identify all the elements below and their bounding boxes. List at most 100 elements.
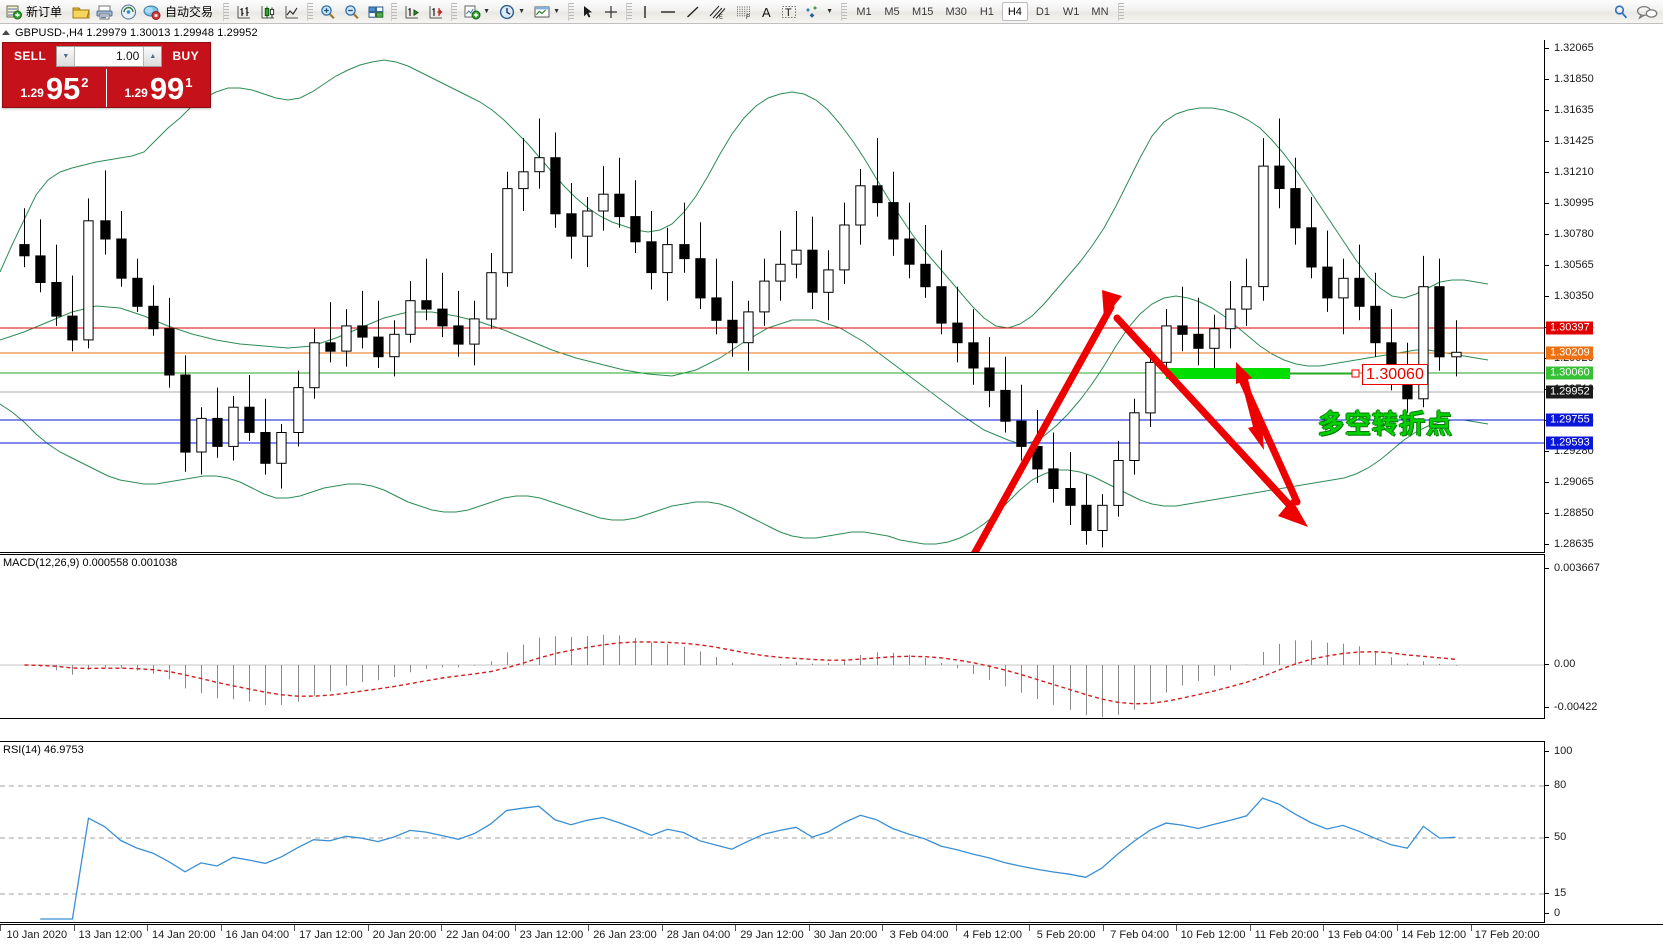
period-button[interactable]: ▼ — [495, 1, 530, 23]
volume-value[interactable]: 1.00 — [116, 49, 140, 63]
chat-button[interactable] — [1633, 1, 1661, 23]
time-separator — [882, 925, 884, 931]
hline-button[interactable] — [655, 1, 681, 23]
cursor-button[interactable] — [577, 1, 599, 23]
rsi-chart-svg — [0, 785, 1544, 920]
timeframe-d1[interactable]: D1 — [1035, 5, 1050, 18]
new-order-button[interactable]: 新订单 — [2, 1, 69, 23]
timeframe-m1[interactable]: M1 — [856, 5, 872, 18]
price-pane[interactable]: 1.30060 多空转折点 — [0, 40, 1544, 553]
zoom-out-button[interactable] — [340, 1, 364, 23]
time-separator — [1470, 925, 1472, 931]
time-separator — [1397, 925, 1398, 931]
one-click-trading-panel[interactable]: SELL ▼ 1.00 ▲ BUY 1.29 95 2 1.29 99 1 — [2, 42, 211, 108]
time-separator — [588, 925, 590, 931]
time-label: 29 Jan 12:00 — [740, 929, 804, 941]
volume-decrement-icon[interactable]: ▼ — [57, 46, 76, 66]
toolbar-separator — [391, 2, 398, 21]
resistance-tag[interactable]: 1.30397 — [1546, 321, 1593, 335]
shift-end-button[interactable] — [400, 1, 424, 23]
buy-price[interactable]: 1.29 99 1 — [106, 69, 210, 107]
symbol-ohlc-text: GBPUSD-,H4 1.29979 1.30013 1.29948 1.299… — [15, 26, 258, 39]
line-chart-button[interactable] — [280, 1, 304, 23]
auto-scroll-button[interactable] — [424, 1, 448, 23]
candlestick-chart-icon — [259, 4, 277, 20]
timeframe-h1[interactable]: H1 — [979, 5, 994, 18]
chevron-down-icon[interactable]: ▼ — [826, 8, 833, 15]
current-price-tag[interactable]: 1.29952 — [1546, 385, 1593, 399]
rsi-axis[interactable]: 100 80 50 15 0 — [1544, 741, 1663, 923]
sell-price[interactable]: 1.29 95 2 — [3, 69, 106, 107]
pivot-price-box[interactable]: 1.30060 — [1362, 364, 1428, 385]
indicators-button[interactable]: ▼ — [460, 1, 495, 23]
text-object-button[interactable]: T — [777, 1, 801, 23]
timeframe-m5[interactable]: M5 — [884, 5, 900, 18]
folder-button[interactable] — [69, 1, 93, 23]
time-label: 30 Jan 20:00 — [813, 929, 878, 941]
trendline-icon — [684, 4, 702, 20]
chevron-down-icon[interactable]: ▼ — [518, 8, 525, 15]
orange-level-tag[interactable]: 1.30209 — [1546, 346, 1593, 360]
fibonacci-button[interactable]: F — [731, 1, 757, 23]
macd-pane[interactable]: MACD(12,26,9) 0.000558 0.001038 — [0, 554, 1544, 719]
print-preview-button[interactable] — [93, 1, 117, 23]
buy-button[interactable]: BUY — [172, 49, 199, 63]
volume-increment-icon[interactable]: ▲ — [143, 46, 162, 66]
templates-button[interactable]: ▼ — [530, 1, 565, 23]
chinese-annotation-note[interactable]: 多空转折点 — [1318, 409, 1454, 439]
time-separator — [147, 925, 148, 931]
arrow-heads — [1102, 290, 1308, 527]
crosshair-icon — [602, 4, 620, 20]
time-label: 14 Feb 12:00 — [1401, 929, 1467, 941]
equidistant-channel-button[interactable]: E — [705, 1, 731, 23]
new-order-label: 新订单 — [26, 5, 63, 19]
shapes-button[interactable]: ▼ — [801, 1, 838, 23]
tile-windows-button[interactable] — [364, 1, 388, 23]
vline-button[interactable] — [635, 1, 655, 23]
volume-stepper[interactable]: ▼ 1.00 ▲ — [56, 45, 163, 67]
trendline-button[interactable] — [681, 1, 705, 23]
equidistant-channel-icon: E — [708, 4, 728, 20]
shapes-icon — [804, 4, 824, 20]
trade-panel-price-row: 1.29 95 2 1.29 99 1 — [3, 69, 210, 107]
time-label: 17 Jan 12:00 — [299, 929, 363, 941]
candlestick-chart-button[interactable] — [256, 1, 280, 23]
support-tag-2[interactable]: 1.29593 — [1546, 436, 1593, 450]
rsi-pane[interactable]: RSI(14) 46.9753 — [0, 741, 1544, 923]
time-label: 13 Jan 12:00 — [78, 929, 143, 941]
time-label: 17 Feb 20:00 — [1474, 929, 1540, 941]
sell-button[interactable]: SELL — [14, 49, 47, 63]
autotrading-button[interactable]: 自动交易 — [140, 1, 220, 23]
macd-axis[interactable]: 0.003667 0.00 -0.00422 — [1544, 554, 1663, 719]
timeframe-m15[interactable]: M15 — [912, 5, 934, 18]
text-label-button[interactable]: A — [757, 1, 777, 23]
toolbar-separator — [307, 2, 314, 21]
bar-chart-button[interactable] — [232, 1, 256, 23]
collapse-triangle-icon[interactable] — [2, 29, 10, 35]
timeframe-m30[interactable]: M30 — [945, 5, 967, 18]
search-button[interactable] — [1609, 1, 1633, 23]
zoom-in-button[interactable] — [316, 1, 340, 23]
time-label: 3 Feb 04:00 — [889, 929, 949, 941]
time-separator — [367, 925, 369, 931]
toolbar-separator — [1117, 2, 1124, 21]
vline-icon — [638, 4, 652, 20]
pivot-level-tag[interactable]: 1.30060 — [1546, 366, 1593, 380]
price-tick: 1.31850 — [1545, 73, 1594, 85]
indicators-icon — [463, 4, 481, 20]
timeframe-mn[interactable]: MN — [1091, 5, 1109, 18]
timeframe-w1[interactable]: W1 — [1062, 5, 1080, 18]
chevron-down-icon[interactable]: ▼ — [553, 8, 560, 15]
price-tick: 1.30995 — [1545, 197, 1594, 209]
support-tag-1[interactable]: 1.29755 — [1546, 413, 1593, 427]
green-support-zone — [1166, 368, 1290, 379]
timeframe-h4[interactable]: H4 — [1001, 2, 1028, 21]
network-button[interactable] — [117, 1, 140, 23]
svg-text:A: A — [762, 5, 771, 20]
chevron-down-icon[interactable]: ▼ — [483, 8, 490, 15]
crosshair-button[interactable] — [599, 1, 623, 23]
macd-tick: 0.00 — [1545, 658, 1575, 670]
time-axis[interactable]: 10 Jan 2020 13 Jan 12:00 14 Jan 20:00 16 Ja… — [0, 924, 1663, 948]
price-axis[interactable]: 1.32065 1.31850 1.31635 1.31425 1.31210 … — [1544, 40, 1663, 553]
